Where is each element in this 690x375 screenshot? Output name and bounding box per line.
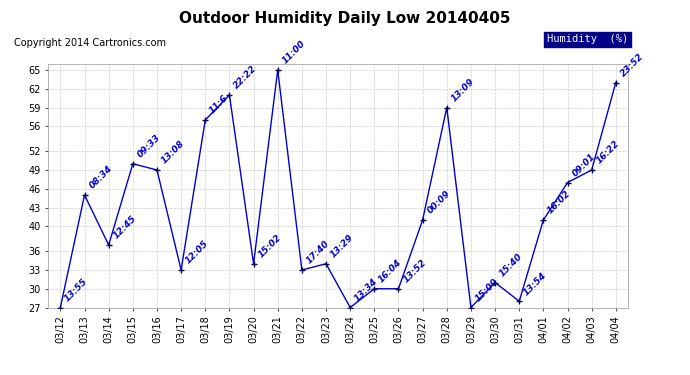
Text: 13:55: 13:55: [63, 277, 90, 303]
Text: 23:52: 23:52: [619, 52, 645, 78]
Text: 13:08: 13:08: [160, 139, 186, 166]
Text: 17:40: 17:40: [305, 239, 331, 266]
Text: 00:09: 00:09: [426, 189, 452, 216]
Text: 08:34: 08:34: [88, 164, 114, 191]
Text: 13:29: 13:29: [329, 233, 355, 260]
Text: 12:05: 12:05: [184, 239, 210, 266]
Text: 13:52: 13:52: [402, 258, 428, 285]
Text: Copyright 2014 Cartronics.com: Copyright 2014 Cartronics.com: [14, 38, 166, 48]
Text: 16:02: 16:02: [546, 189, 573, 216]
Text: 13:34: 13:34: [353, 277, 380, 303]
Text: 12:45: 12:45: [112, 214, 138, 241]
Text: Outdoor Humidity Daily Low 20140405: Outdoor Humidity Daily Low 20140405: [179, 11, 511, 26]
Text: 15:02: 15:02: [257, 233, 283, 260]
Text: Humidity  (%): Humidity (%): [546, 34, 628, 45]
Text: 13:54: 13:54: [522, 270, 549, 297]
Text: 11:6: 11:6: [208, 94, 230, 116]
Text: 15:40: 15:40: [498, 252, 524, 278]
Text: 22:22: 22:22: [233, 64, 259, 91]
Text: 11:00: 11:00: [281, 39, 307, 66]
Text: 16:22: 16:22: [595, 139, 621, 166]
Text: 09:33: 09:33: [136, 133, 162, 160]
Text: 09:01: 09:01: [571, 152, 597, 178]
Text: 16:04: 16:04: [377, 258, 404, 285]
Text: 13:09: 13:09: [450, 77, 476, 104]
Text: 15:00: 15:00: [474, 277, 500, 303]
